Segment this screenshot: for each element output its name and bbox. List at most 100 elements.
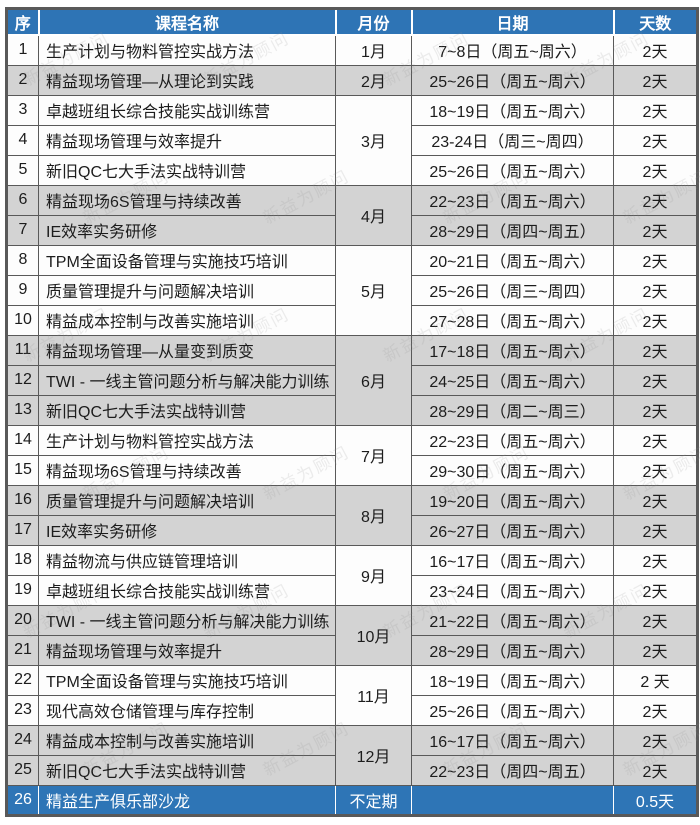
cell-seq: 19 (6, 574, 39, 606)
cell-course: 新旧QC七大手法实战特训营 (38, 154, 336, 186)
table-row: 21 精益现场管理与效率提升 28~29日（周五~周六） 2天 (6, 634, 698, 666)
cell-days: 2 天 (613, 664, 698, 696)
table-header: 序 课程名称 月份 日期 天数 (5, 7, 699, 36)
cell-seq: 6 (6, 184, 39, 216)
cell-date: 27~28日（周五~周六） (411, 304, 614, 336)
table-row: 8 TPM全面设备管理与实施技巧培训 5月 20~21日（周五~周六） 2天 (6, 244, 698, 336)
cell-days: 2天 (613, 364, 698, 396)
cell-course: 质量管理提升与问题解决培训 (38, 274, 336, 306)
table-row: 5 新旧QC七大手法实战特训营 25~26日（周五~周六） 2天 (6, 154, 698, 186)
cell-date: 25~26日（周五~周六） (411, 154, 614, 186)
table-row: 23 现代高效仓储管理与库存控制 25~26日（周五~周六） 2天 (6, 694, 698, 726)
cell-course: TPM全面设备管理与实施技巧培训 (38, 664, 336, 696)
cell-course: 现代高效仓储管理与库存控制 (38, 694, 336, 726)
table-row: 14 生产计划与物料管控实战方法 7月 22~23日（周五~周六） 2天 (6, 424, 698, 486)
cell-date: 26~27日（周五~周六） (411, 514, 614, 546)
cell-course: 精益物流与供应链管理培训 (38, 544, 336, 576)
table-row: 11 精益现场管理—从量变到质变 6月 17~18日（周五~周六） 2天 (6, 334, 698, 426)
cell-date: 22~23日（周四~周五） (411, 754, 614, 786)
cell-course: 精益成本控制与改善实施培训 (38, 724, 336, 756)
cell-date: 23~24日（周五~周六） (411, 574, 614, 606)
table-row: 18 精益物流与供应链管理培训 9月 16~17日（周五~周六） 2天 (6, 544, 698, 606)
cell-course: IE效率实务研修 (38, 214, 336, 246)
cell-date: 28~29日（周四~周五） (411, 214, 614, 246)
table-row: 26 精益生产俱乐部沙龙 不定期 0.5天 (6, 784, 698, 816)
cell-month: 5月 (335, 244, 412, 336)
cell-date: 25~26日（周五~周六） (411, 694, 614, 726)
cell-days: 2天 (613, 304, 698, 336)
cell-course: TWI - 一线主管问题分析与解决能力训练 (38, 364, 336, 396)
cell-date: 24~25日（周五~周六） (411, 364, 614, 396)
table-row: 20 TWI - 一线主管问题分析与解决能力训练 10月 21~22日（周五~周六） 2… (6, 604, 698, 666)
cell-days: 2天 (613, 334, 698, 366)
cell-seq: 18 (6, 544, 39, 576)
cell-seq: 8 (6, 244, 39, 276)
table-row: 7 IE效率实务研修 28~29日（周四~周五） 2天 (6, 214, 698, 246)
cell-seq: 22 (6, 664, 39, 696)
cell-month: 3月 (335, 94, 412, 186)
cell-days: 2天 (613, 244, 698, 276)
cell-month: 6月 (335, 334, 412, 426)
cell-seq: 10 (6, 304, 39, 336)
cell-date: 18~19日（周五~周六） (411, 94, 614, 126)
cell-seq: 4 (6, 124, 39, 156)
cell-days: 2天 (613, 694, 698, 726)
cell-date: 18~19日（周五~周六） (411, 664, 614, 696)
cell-month: 11月 (335, 664, 412, 726)
cell-date: 22~23日（周五~周六） (411, 424, 614, 456)
cell-days: 2天 (613, 514, 698, 546)
cell-month: 1月 (335, 34, 412, 66)
cell-days: 2天 (613, 544, 698, 576)
course-schedule-table: 序 课程名称 月份 日期 天数 1 生产计划与物料管控实战方法 1月 7~8日（周五~… (5, 7, 699, 817)
cell-seq: 25 (6, 754, 39, 786)
cell-seq: 12 (6, 364, 39, 396)
cell-month: 2月 (335, 64, 412, 96)
cell-month: 8月 (335, 484, 412, 546)
cell-days: 2天 (613, 34, 698, 66)
cell-course: 生产计划与物料管控实战方法 (38, 424, 336, 456)
cell-seq: 1 (6, 34, 39, 66)
cell-month: 7月 (335, 424, 412, 486)
cell-course: 精益现场6S管理与持续改善 (38, 454, 336, 486)
cell-seq: 16 (6, 484, 39, 516)
table-row: 15 精益现场6S管理与持续改善 29~30日（周五~周六） 2天 (6, 454, 698, 486)
cell-seq: 9 (6, 274, 39, 306)
cell-days: 2天 (613, 214, 698, 246)
column-header-course: 课程名称 (37, 7, 337, 36)
cell-seq: 7 (6, 214, 39, 246)
cell-course: IE效率实务研修 (38, 514, 336, 546)
table-row: 19 卓越班组长综合技能实战训练营 23~24日（周五~周六） 2天 (6, 574, 698, 606)
cell-seq: 15 (6, 454, 39, 486)
cell-course: 精益成本控制与改善实施培训 (38, 304, 336, 336)
table-body: 1 生产计划与物料管控实战方法 1月 7~8日（周五~周六） 2天 2 精益现场管理—从理论… (6, 34, 698, 816)
cell-date: 23-24日（周三~周四） (411, 124, 614, 156)
table-row: 4 精益现场管理与效率提升 23-24日（周三~周四） 2天 (6, 124, 698, 156)
cell-course: 新旧QC七大手法实战特训营 (38, 394, 336, 426)
table-row: 13 新旧QC七大手法实战特训营 28~29日（周二~周三） 2天 (6, 394, 698, 426)
cell-days: 2天 (613, 484, 698, 516)
cell-date: 7~8日（周五~周六） (411, 34, 614, 66)
column-header-date: 日期 (410, 7, 615, 36)
cell-date: 21~22日（周五~周六） (411, 604, 614, 636)
cell-days: 2天 (613, 454, 698, 486)
cell-date: 28~29日（周二~周三） (411, 394, 614, 426)
cell-days: 2天 (613, 124, 698, 156)
cell-date: 16~17日（周五~周六） (411, 544, 614, 576)
cell-seq: 3 (6, 94, 39, 126)
table-row: 6 精益现场6S管理与持续改善 4月 22~23日（周五~周六） 2天 (6, 184, 698, 246)
cell-course: 卓越班组长综合技能实战训练营 (38, 94, 336, 126)
cell-course: 质量管理提升与问题解决培训 (38, 484, 336, 516)
cell-seq: 5 (6, 154, 39, 186)
cell-course: 精益现场管理与效率提升 (38, 124, 336, 156)
cell-course: 精益现场管理—从理论到实践 (38, 64, 336, 96)
cell-seq: 26 (6, 784, 39, 816)
cell-month: 4月 (335, 184, 412, 246)
table-row: 1 生产计划与物料管控实战方法 1月 7~8日（周五~周六） 2天 (6, 34, 698, 66)
cell-days: 2天 (613, 634, 698, 666)
cell-date: 25~26日（周五~周六） (411, 64, 614, 96)
cell-days: 2天 (613, 574, 698, 606)
cell-date: 17~18日（周五~周六） (411, 334, 614, 366)
table-row: 2 精益现场管理—从理论到实践 2月 25~26日（周五~周六） 2天 (6, 64, 698, 96)
cell-days: 2天 (613, 64, 698, 96)
column-header-month: 月份 (334, 7, 413, 36)
